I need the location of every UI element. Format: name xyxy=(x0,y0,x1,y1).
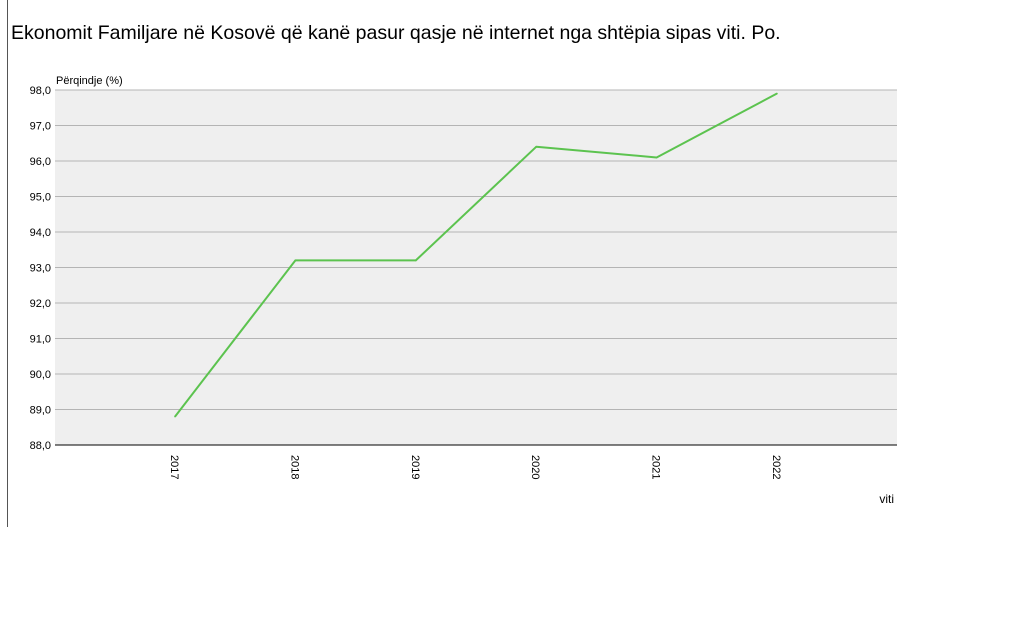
x-tick-label: 2020 xyxy=(529,455,541,479)
series-group xyxy=(174,92,778,418)
x-tick-label: 2017 xyxy=(168,455,180,479)
data-point xyxy=(174,415,176,418)
chart-title: Ekonomit Familjare në Kosovë që kanë pas… xyxy=(11,22,781,44)
y-tick-label: 97,0 xyxy=(30,121,51,133)
y-tick-label: 92,0 xyxy=(30,298,51,310)
x-tick-label: 2018 xyxy=(288,455,300,479)
data-point xyxy=(294,259,297,262)
x-tick-label: 2021 xyxy=(650,455,662,479)
y-tick-label: 89,0 xyxy=(30,405,51,417)
x-tick-label: 2022 xyxy=(770,455,782,479)
y-tick-label: 88,0 xyxy=(30,440,51,452)
y-tick-label: 93,0 xyxy=(30,263,51,275)
y-tick-label: 90,0 xyxy=(30,369,51,381)
x-tick-labels: 2017 2018 2019 2020 2021 2022 xyxy=(168,455,782,479)
x-tick-label: 2019 xyxy=(409,455,421,479)
x-axis-label: viti xyxy=(879,492,894,506)
y-tick-label: 95,0 xyxy=(30,192,51,204)
data-point xyxy=(415,259,417,262)
series-line xyxy=(174,92,778,418)
y-tick-label: 96,0 xyxy=(30,156,51,168)
y-axis-label: Përqindje (%) xyxy=(56,75,123,87)
data-point xyxy=(776,92,778,95)
gridlines xyxy=(55,89,897,410)
data-point xyxy=(655,156,658,159)
y-tick-label: 98,0 xyxy=(30,85,51,97)
left-border-line xyxy=(7,0,8,527)
data-point xyxy=(535,146,537,148)
y-tick-label: 94,0 xyxy=(30,227,51,239)
y-tick-label: 91,0 xyxy=(30,334,51,346)
y-tick-labels: 88,0 89,0 90,0 91,0 92,0 93,0 94,0 95,0 96,0 97,0… xyxy=(30,85,51,452)
